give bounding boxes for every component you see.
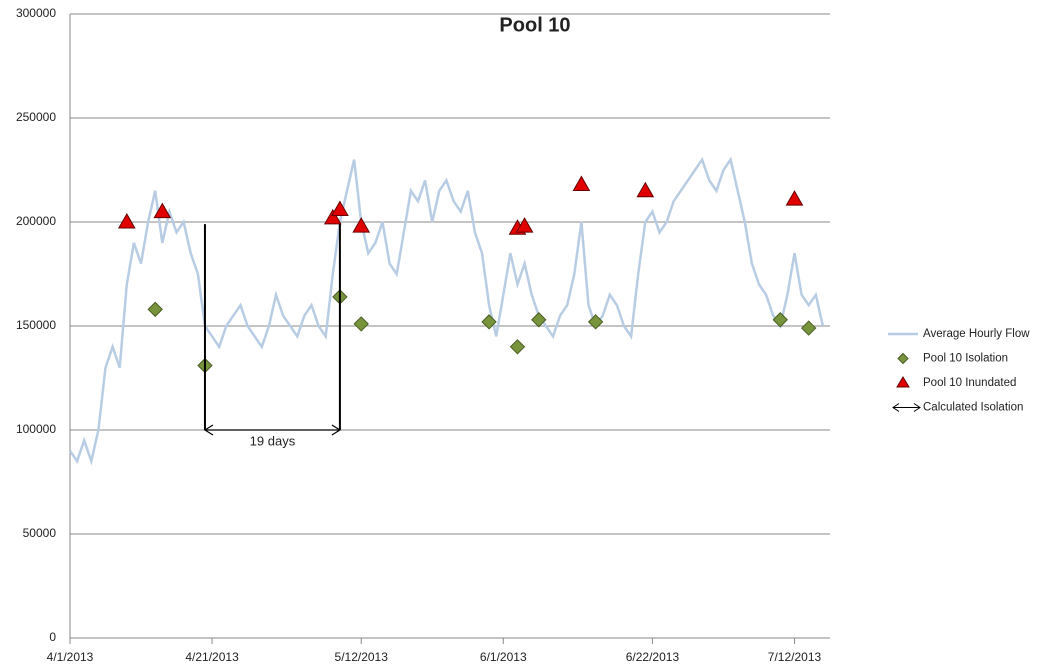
y-tick-label: 300000 xyxy=(16,6,56,20)
isolation-marker xyxy=(147,301,163,318)
isolation-arrow xyxy=(203,424,342,436)
y-tick-label: 150000 xyxy=(16,318,56,332)
inundated-marker xyxy=(785,190,804,206)
isolation-marker xyxy=(353,316,369,332)
isolation-marker xyxy=(772,312,788,328)
y-tick-label: 250000 xyxy=(16,110,56,124)
y-tick-label: 200000 xyxy=(16,214,56,228)
inundated-marker xyxy=(331,200,349,217)
isolation-label: 19 days xyxy=(250,433,296,448)
x-tick-label: 4/1/2013 xyxy=(47,650,94,664)
inundated-marker xyxy=(323,208,342,225)
legend-triangle xyxy=(896,376,910,388)
y-tick-label: 50000 xyxy=(23,526,57,540)
legend-diamond xyxy=(897,352,909,365)
inundated-marker xyxy=(636,181,655,198)
isolation-marker xyxy=(587,314,604,330)
inundated-marker xyxy=(153,202,172,219)
legend-label: Average Hourly Flow xyxy=(923,328,1030,340)
inundated-marker xyxy=(515,217,534,233)
x-tick-label: 6/1/2013 xyxy=(480,650,527,664)
inundated-marker xyxy=(352,217,371,233)
legend-label: Pool 10 Inundated xyxy=(923,377,1016,389)
chart-title: Pool 10 xyxy=(499,14,570,36)
x-tick-label: 5/12/2013 xyxy=(335,650,389,664)
x-tick-label: 7/12/2013 xyxy=(768,650,822,664)
inundated-marker xyxy=(572,175,591,192)
flow-line xyxy=(68,156,825,466)
isolation-marker xyxy=(531,312,547,328)
legend-label: Pool 10 Isolation xyxy=(923,353,1008,365)
isolation-marker xyxy=(800,320,817,336)
x-tick-label: 6/22/2013 xyxy=(626,650,680,664)
isolation-marker xyxy=(509,339,526,355)
y-tick-label: 0 xyxy=(49,630,56,644)
legend-arrow xyxy=(892,403,921,412)
y-tick-label: 100000 xyxy=(16,422,56,436)
legend-label: Calculated Isolation xyxy=(923,402,1023,414)
x-tick-label: 4/21/2013 xyxy=(185,650,239,664)
inundated-marker xyxy=(117,212,136,229)
isolation-marker xyxy=(481,314,497,330)
